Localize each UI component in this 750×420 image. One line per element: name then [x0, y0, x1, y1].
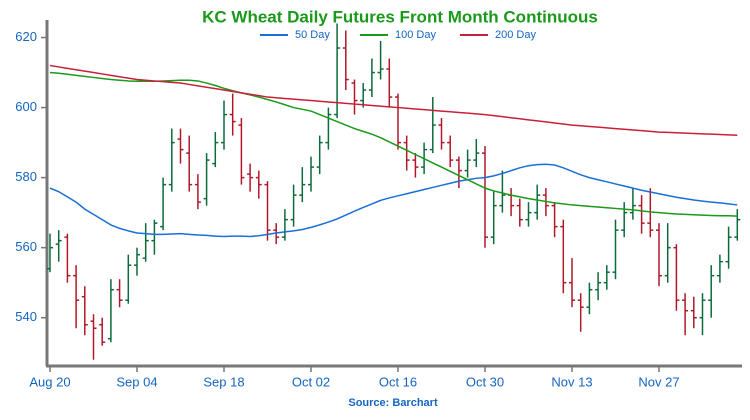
moving-average-line: [49, 71, 738, 217]
x-tick-label: Nov 13: [551, 374, 592, 389]
x-tick-label: Nov 27: [638, 374, 679, 389]
x-tick-label: Aug 20: [29, 374, 70, 389]
x-tick-label: Sep 04: [116, 374, 157, 389]
moving-average-line: [49, 64, 738, 136]
source: Source: Barchart: [348, 397, 438, 409]
chart-title: KC Wheat Daily Futures Front Month Conti…: [202, 7, 598, 26]
legend-label: 200 Day: [495, 29, 536, 41]
moving-average-line: [49, 163, 738, 238]
y-tick-label: 580: [15, 169, 37, 184]
x-tick-label: Oct 02: [292, 374, 330, 389]
x-tick-label: Oct 30: [466, 374, 504, 389]
y-tick-label: 620: [15, 29, 37, 44]
legend-label: 100 Day: [395, 29, 436, 41]
x-tick-label: Oct 16: [379, 374, 417, 389]
y-tick-label: 600: [15, 99, 37, 114]
legend-label: 50 Day: [295, 29, 330, 41]
x-tick-label: Sep 18: [203, 374, 244, 389]
y-tick-label: 560: [15, 239, 37, 254]
y-tick-label: 540: [15, 309, 37, 324]
